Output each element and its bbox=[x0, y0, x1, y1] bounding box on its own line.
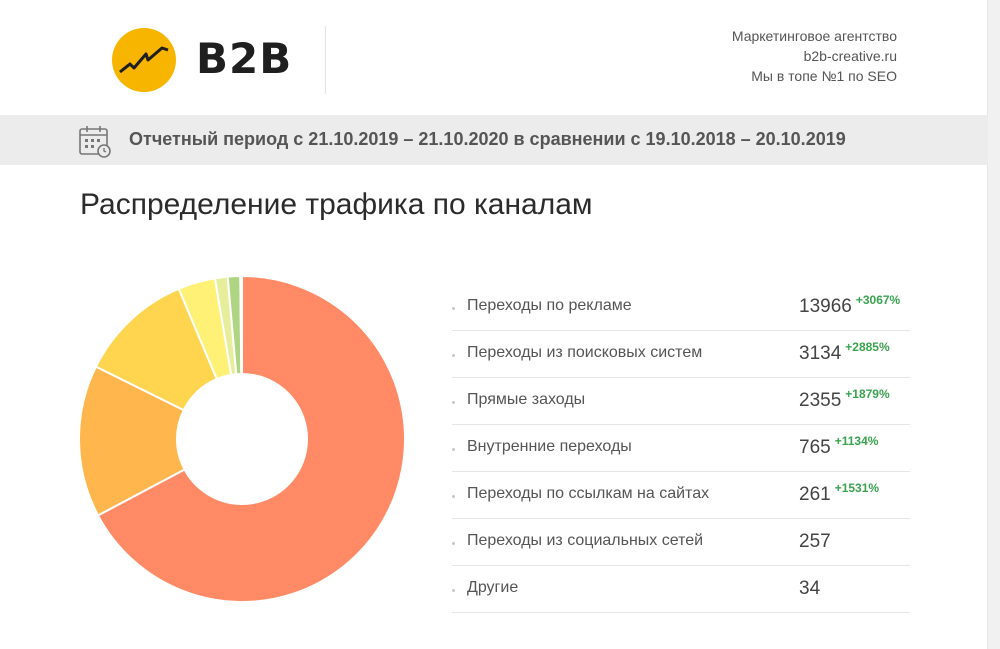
agency-site: b2b-creative.ru bbox=[803, 48, 897, 64]
legend-bullet-icon bbox=[452, 354, 455, 357]
legend: Переходы по рекламе 13966 +3067% Переходы и… bbox=[452, 284, 910, 613]
legend-value: 765 +1134% bbox=[799, 434, 879, 458]
page-title: Распределение трафика по каналам bbox=[80, 188, 593, 221]
legend-row: Переходы из поисковых систем 3134 +2885% bbox=[452, 331, 910, 378]
logo-text: B2B bbox=[196, 34, 293, 83]
period-text: Отчетный период с 21.10.2019 – 21.10.202… bbox=[129, 129, 846, 149]
legend-bullet-icon bbox=[452, 401, 455, 404]
donut-chart bbox=[78, 274, 406, 603]
legend-bullet-icon bbox=[452, 542, 455, 545]
legend-label: Другие bbox=[467, 579, 519, 596]
header: B2B Маркетинговое агентство b2b-creative… bbox=[0, 0, 988, 115]
legend-change: +1531% bbox=[834, 481, 880, 495]
legend-label: Переходы из поисковых систем bbox=[467, 344, 703, 361]
legend-row: Другие 34 bbox=[452, 566, 910, 613]
legend-row: Переходы из социальных сетей 257 bbox=[452, 519, 910, 566]
logo-divider bbox=[325, 26, 326, 94]
legend-bullet-icon bbox=[452, 448, 455, 451]
agency-info: Маркетинговое агентство b2b-creative.ru … bbox=[732, 26, 897, 86]
legend-label: Переходы из социальных сетей bbox=[467, 532, 704, 549]
legend-bullet-icon bbox=[452, 589, 455, 592]
legend-label: Переходы по рекламе bbox=[467, 297, 632, 314]
legend-value: 257 bbox=[799, 531, 831, 552]
pie-slice[interactable] bbox=[78, 365, 186, 517]
legend-value: 34 bbox=[799, 578, 821, 599]
legend-value: 2355 +1879% bbox=[799, 387, 890, 411]
calendar-icon bbox=[79, 126, 111, 158]
legend-row: Переходы по рекламе 13966 +3067% bbox=[452, 284, 910, 331]
scrollbar[interactable] bbox=[987, 0, 1000, 649]
legend-bullet-icon bbox=[452, 307, 455, 310]
legend-value: 261 +1531% bbox=[799, 481, 880, 505]
legend-change: +3067% bbox=[855, 293, 901, 307]
period-bar: Отчетный период с 21.10.2019 – 21.10.202… bbox=[0, 115, 988, 165]
legend-label: Прямые заходы bbox=[467, 391, 586, 408]
legend-row: Внутренние переходы 765 +1134% bbox=[452, 425, 910, 472]
pie-slice[interactable] bbox=[96, 274, 406, 603]
pie-slice[interactable] bbox=[239, 274, 243, 376]
agency-slogan: Мы в топе №1 по SEO bbox=[751, 68, 897, 84]
legend-row: Прямые заходы 2355 +1879% bbox=[452, 378, 910, 425]
agency-line: Маркетинговое агентство bbox=[731, 28, 897, 44]
logo-bolt-icon bbox=[112, 28, 176, 92]
legend-change: +2885% bbox=[845, 340, 890, 354]
legend-row: Переходы по ссылкам на сайтах 261 +1531% bbox=[452, 472, 910, 519]
legend-value: 13966 +3067% bbox=[799, 293, 901, 317]
legend-label: Внутренние переходы bbox=[467, 438, 632, 455]
legend-change: +1879% bbox=[845, 387, 890, 401]
legend-bullet-icon bbox=[452, 495, 455, 498]
legend-change: +1134% bbox=[834, 434, 879, 448]
legend-value: 3134 +2885% bbox=[799, 340, 890, 364]
legend-label: Переходы по ссылкам на сайтах bbox=[467, 485, 710, 502]
